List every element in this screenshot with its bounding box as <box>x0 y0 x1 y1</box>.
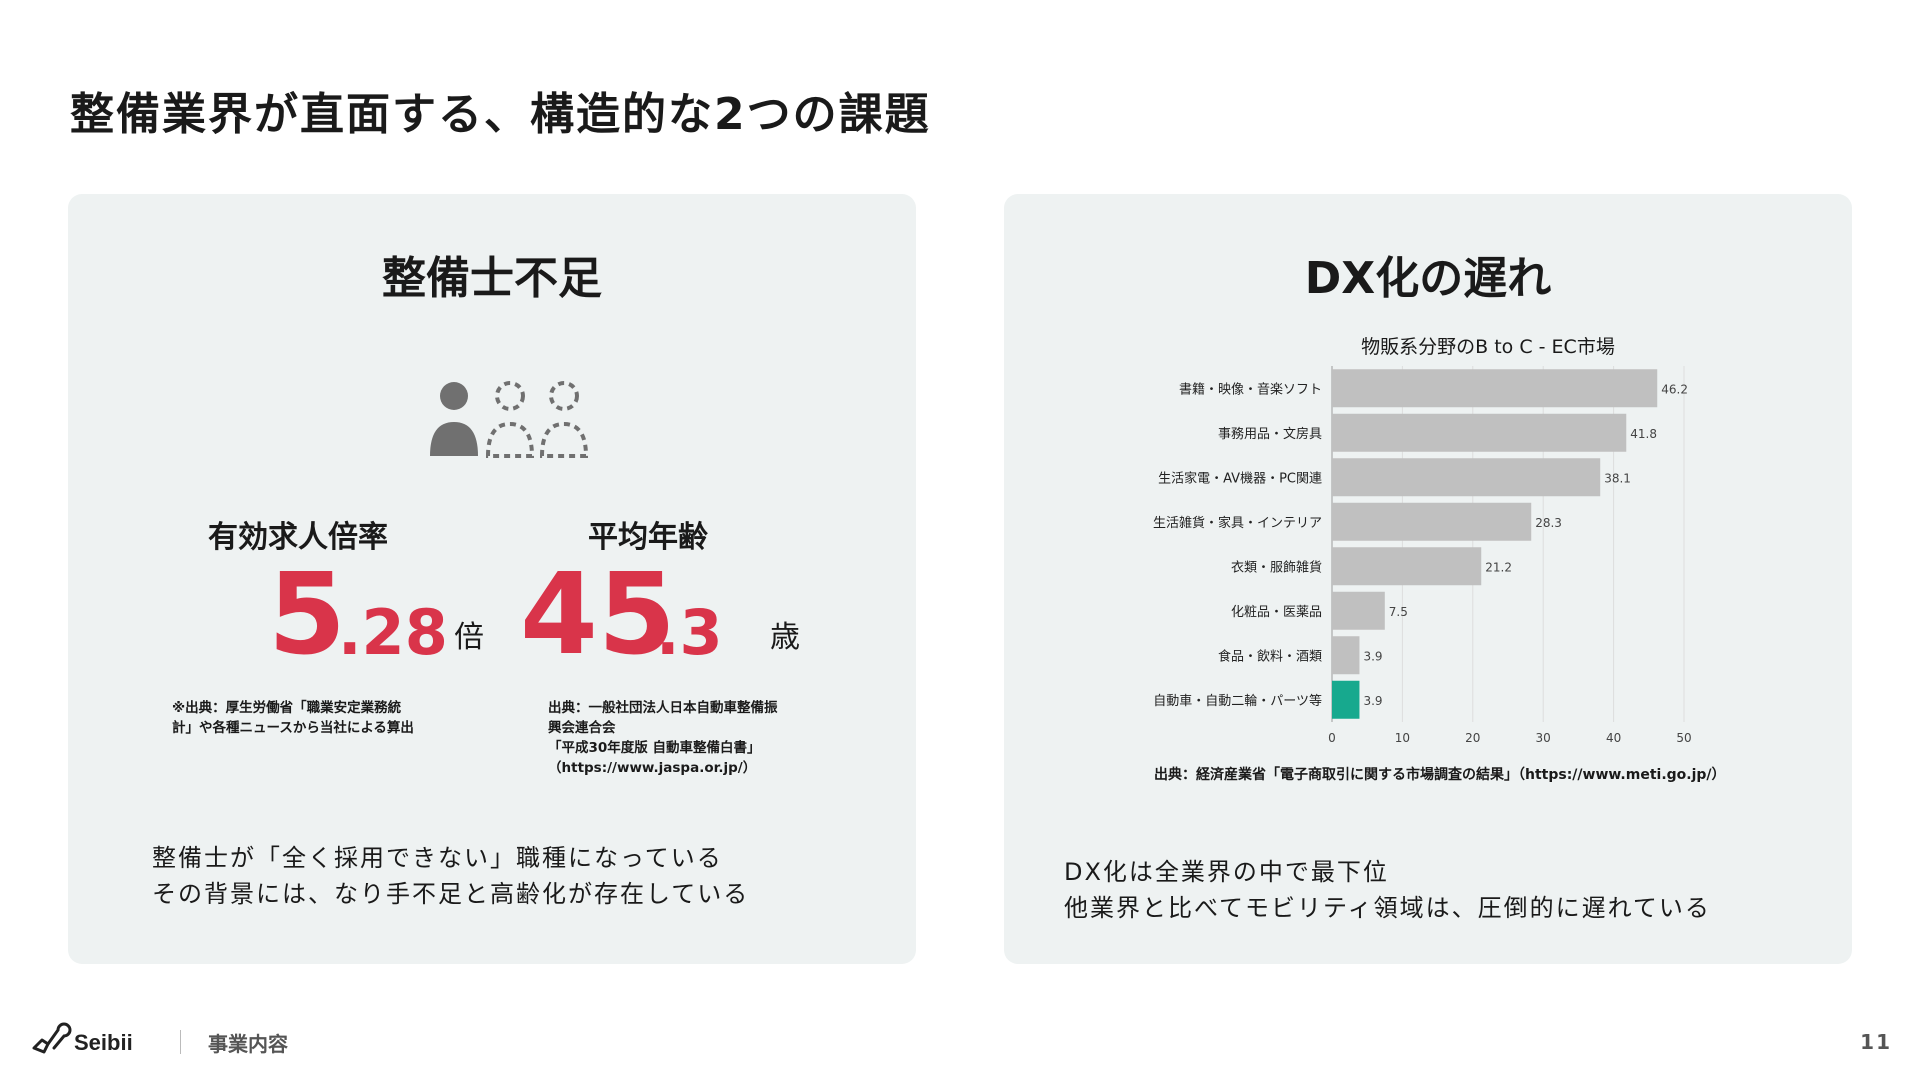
chart-title: 物販系分野のB to C - EC市場 <box>1361 336 1615 358</box>
ec-market-bar-chart: 0 10 20 30 40 50 書籍・映像・音楽ソフト 46.2 事務用品・文房具 41.8 生活… <box>1153 366 1692 745</box>
chart-bar <box>1332 636 1360 675</box>
source-line: （https://www.jaspa.or.jp/） <box>548 760 757 776</box>
page-number: 11 <box>1860 1030 1892 1054</box>
x-tick-label: 20 <box>1465 731 1480 745</box>
bar-value-label: 7.5 <box>1389 605 1408 619</box>
stat-source: ※出典：厚生労働省「職業安定業務統 計」や各種ニュースから当社による算出 <box>172 698 414 738</box>
stat-value-decimal: .3 <box>656 596 723 669</box>
bar-value-label: 38.1 <box>1604 471 1631 485</box>
bar-value-label: 41.8 <box>1630 427 1657 441</box>
y-category-label: 事務用品・文房具 <box>1218 426 1322 442</box>
panel-description: DX化は全業界の中で最下位 他業界と比べてモビリティ領域は、圧倒的に遅れている <box>1064 854 1711 926</box>
description-line: 他業界と比べてモビリティ領域は、圧倒的に遅れている <box>1064 894 1711 922</box>
stat-label: 有効求人倍率 <box>208 520 388 555</box>
chart-bar <box>1332 458 1601 497</box>
chart-bar <box>1332 591 1385 630</box>
x-tick-label: 30 <box>1536 731 1551 745</box>
source-line: 計」や各種ニュースから当社による算出 <box>172 720 414 736</box>
stat-value-integer: 5 <box>268 550 346 680</box>
bar-value-label: 3.9 <box>1363 649 1382 663</box>
y-category-label: 生活雑貨・家具・インテリア <box>1153 515 1322 531</box>
chart-bar <box>1332 369 1658 408</box>
x-tick-label: 40 <box>1606 731 1621 745</box>
x-tick-label: 0 <box>1328 731 1336 745</box>
panel-heading: 整備士不足 <box>382 253 602 304</box>
y-category-label: 衣類・服飾雑貨 <box>1231 559 1322 575</box>
panel-dx-delay: DX化の遅れ 物販系分野のB to C - EC市場 0 10 20 30 40 50 書籍… <box>1004 194 1852 964</box>
footer-section-label: 事業内容 <box>208 1032 288 1056</box>
source-line: 「平成30年度版 自動車整備白書」 <box>548 740 761 756</box>
stat-unit: 倍 <box>454 620 484 655</box>
y-category-label: 化粧品・医薬品 <box>1231 605 1322 620</box>
chart-source: 出典：経済産業省「電子商取引に関する市場調査の結果」（https://www.m… <box>1154 767 1726 783</box>
source-line: 興会連合会 <box>548 720 616 736</box>
stat-source: 出典：一般社団法人日本自動車整備振 興会連合会 「平成30年度版 自動車整備白書… <box>548 698 778 778</box>
stat-value-integer: 45 <box>520 550 676 680</box>
seibii-logo: Seibii <box>32 1022 133 1055</box>
y-category-label: 自動車・自動二輪・パーツ等 <box>1153 693 1322 709</box>
y-category-label: 書籍・映像・音楽ソフト <box>1179 381 1322 397</box>
source-line: ※出典：厚生労働省「職業安定業務統 <box>172 700 402 716</box>
footer-divider <box>180 1030 181 1054</box>
panel-description: 整備士が「全く採用できない」職種になっている その背景には、なり手不足と高齢化が… <box>152 840 749 912</box>
logo-text: Seibii <box>74 1030 133 1055</box>
source-line: 出典：一般社団法人日本自動車整備振 <box>548 700 778 716</box>
bar-value-label: 21.2 <box>1485 560 1512 574</box>
chart-bar <box>1332 413 1627 452</box>
stat-unit: 歳 <box>770 620 800 655</box>
stat-label: 平均年齢 <box>588 520 708 555</box>
x-tick-label: 10 <box>1395 731 1410 745</box>
description-line: 整備士が「全く採用できない」職種になっている <box>152 844 723 872</box>
stat-value: 5 .28 倍 <box>148 550 508 680</box>
description-line: DX化は全業界の中で最下位 <box>1064 858 1389 886</box>
stat-average-age: 平均年齢 45 .3 歳 <box>498 512 858 680</box>
stat-value: 45 .3 歳 <box>498 550 858 680</box>
chart-bar <box>1332 547 1482 586</box>
slide-title: 整備業界が直面する、構造的な2つの課題 <box>70 89 931 140</box>
chart-bar <box>1332 502 1532 541</box>
y-category-label: 食品・飲料・酒類 <box>1218 648 1322 664</box>
bar-value-label: 3.9 <box>1363 694 1382 708</box>
x-tick-label: 50 <box>1676 731 1691 745</box>
bar-value-label: 46.2 <box>1661 382 1688 396</box>
description-line: その背景には、なり手不足と高齢化が存在している <box>152 880 750 908</box>
y-category-label: 生活家電・AV機器・PC関連 <box>1158 470 1322 486</box>
stat-value-decimal: .28 <box>338 596 448 669</box>
panel-heading: DX化の遅れ <box>1304 253 1552 304</box>
bar-value-label: 28.3 <box>1535 516 1562 530</box>
people-shortage-icon <box>430 381 588 458</box>
chart-bar <box>1332 680 1360 719</box>
panel-mechanic-shortage: 整備士不足 有効求人倍率 5 .28 倍 ※出典：厚生労働省「職業安定業務統 計… <box>68 194 916 964</box>
stat-job-openings-ratio: 有効求人倍率 5 .28 倍 <box>148 512 508 680</box>
